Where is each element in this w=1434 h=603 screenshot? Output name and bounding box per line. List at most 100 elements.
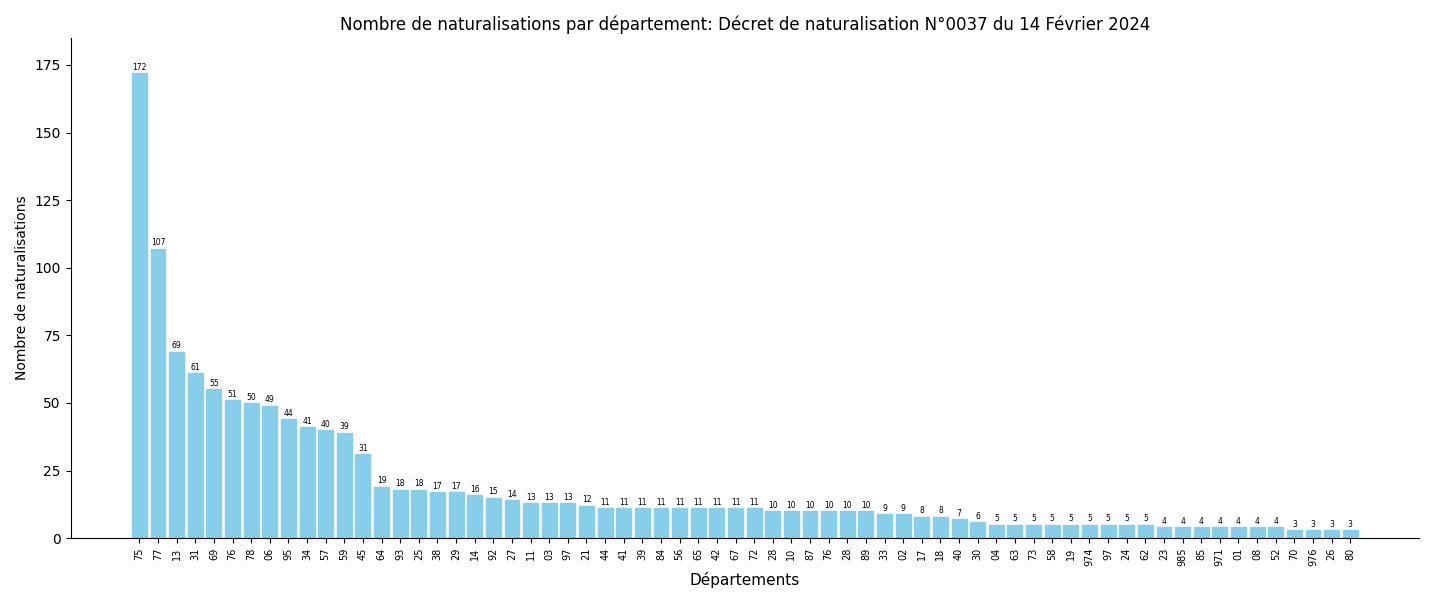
Bar — [784, 511, 799, 538]
Text: 5: 5 — [1068, 514, 1073, 523]
Text: 16: 16 — [470, 485, 479, 494]
Bar — [412, 490, 426, 538]
Text: 9: 9 — [901, 504, 906, 513]
Bar — [766, 511, 780, 538]
Text: 5: 5 — [1087, 514, 1091, 523]
Bar — [1045, 525, 1060, 538]
Bar — [635, 508, 650, 538]
Bar — [989, 525, 1004, 538]
Text: 69: 69 — [172, 341, 182, 350]
Text: 17: 17 — [433, 482, 442, 491]
Bar — [486, 497, 500, 538]
Bar — [337, 433, 351, 538]
Bar — [1305, 530, 1321, 538]
Text: 11: 11 — [619, 498, 628, 507]
Text: 3: 3 — [1329, 520, 1334, 529]
Bar — [225, 400, 239, 538]
Text: 40: 40 — [321, 420, 331, 429]
Bar — [281, 419, 295, 538]
Bar — [822, 511, 836, 538]
Text: 51: 51 — [228, 390, 238, 399]
Bar — [523, 503, 538, 538]
Bar — [393, 490, 407, 538]
Text: 3: 3 — [1292, 520, 1296, 529]
Bar — [1268, 528, 1283, 538]
Bar — [952, 519, 967, 538]
Bar — [971, 522, 985, 538]
Bar — [244, 403, 258, 538]
Bar — [691, 508, 706, 538]
Text: 50: 50 — [247, 393, 257, 402]
Bar — [505, 500, 519, 538]
Text: 11: 11 — [638, 498, 647, 507]
Text: 10: 10 — [787, 501, 796, 510]
Bar — [356, 455, 370, 538]
Text: 4: 4 — [1180, 517, 1184, 526]
Text: 10: 10 — [842, 501, 852, 510]
Text: 11: 11 — [694, 498, 703, 507]
Bar — [728, 508, 743, 538]
Text: 11: 11 — [657, 498, 665, 507]
Text: 8: 8 — [919, 507, 923, 515]
Text: 4: 4 — [1273, 517, 1278, 526]
Bar — [318, 430, 333, 538]
Bar — [561, 503, 575, 538]
Text: 172: 172 — [132, 63, 146, 72]
Text: 13: 13 — [564, 493, 572, 502]
Bar — [1139, 525, 1153, 538]
Bar — [934, 517, 948, 538]
Text: 5: 5 — [1124, 514, 1129, 523]
Text: 11: 11 — [601, 498, 609, 507]
Text: 8: 8 — [938, 507, 942, 515]
Bar — [169, 352, 184, 538]
Text: 49: 49 — [265, 396, 275, 405]
Text: 61: 61 — [191, 363, 201, 372]
Text: 3: 3 — [1348, 520, 1352, 529]
X-axis label: Départements: Départements — [690, 572, 800, 588]
Text: 44: 44 — [284, 409, 294, 418]
Text: 5: 5 — [994, 514, 998, 523]
Bar — [673, 508, 687, 538]
Text: 13: 13 — [526, 493, 535, 502]
Bar — [878, 514, 892, 538]
Bar — [896, 514, 911, 538]
Bar — [654, 508, 668, 538]
Bar — [542, 503, 556, 538]
Bar — [300, 428, 314, 538]
Title: Nombre de naturalisations par département: Décret de naturalisation N°0037 du 14: Nombre de naturalisations par départemen… — [340, 15, 1150, 34]
Bar — [617, 508, 631, 538]
Text: 11: 11 — [731, 498, 740, 507]
Text: 10: 10 — [769, 501, 777, 510]
Text: 31: 31 — [358, 444, 367, 453]
Text: 19: 19 — [377, 476, 386, 485]
Bar — [151, 249, 165, 538]
Text: 10: 10 — [825, 501, 833, 510]
Text: 18: 18 — [396, 479, 404, 488]
Y-axis label: Nombre de naturalisations: Nombre de naturalisations — [14, 196, 29, 380]
Text: 5: 5 — [1106, 514, 1110, 523]
Text: 7: 7 — [956, 509, 961, 518]
Bar — [467, 495, 482, 538]
Text: 14: 14 — [508, 490, 516, 499]
Text: 12: 12 — [582, 496, 591, 505]
Bar — [374, 487, 389, 538]
Bar — [1286, 530, 1302, 538]
Bar — [132, 73, 146, 538]
Bar — [1174, 528, 1190, 538]
Text: 4: 4 — [1199, 517, 1203, 526]
Text: 4: 4 — [1217, 517, 1222, 526]
Text: 11: 11 — [675, 498, 684, 507]
Text: 55: 55 — [209, 379, 219, 388]
Text: 18: 18 — [414, 479, 423, 488]
Text: 15: 15 — [489, 487, 498, 496]
Text: 39: 39 — [340, 422, 350, 431]
Text: 10: 10 — [860, 501, 870, 510]
Text: 5: 5 — [1012, 514, 1017, 523]
Bar — [1027, 525, 1041, 538]
Bar — [579, 506, 594, 538]
Bar — [915, 517, 929, 538]
Text: 9: 9 — [882, 504, 888, 513]
Text: 107: 107 — [151, 238, 165, 247]
Bar — [1342, 530, 1358, 538]
Bar — [840, 511, 855, 538]
